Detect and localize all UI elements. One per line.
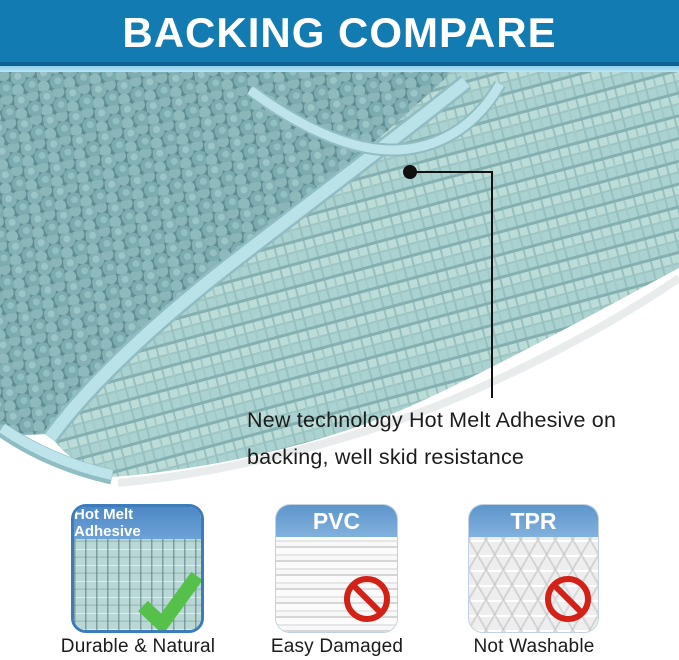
panel-header: Hot Melt Adhesive [74,506,201,540]
callout-line [410,171,493,398]
panel-tpr: TPR [468,504,599,633]
pile-texture [0,72,452,436]
tpr-texture-swatch [469,537,598,632]
banner-divider-light [0,66,679,72]
adhesive-texture-swatch [74,539,201,630]
bottom-edge-piping [0,423,114,480]
backing-texture [52,72,679,477]
annotation-line-1: New technology Hot Melt Adhesive on [247,408,617,432]
banner: BACKING COMPARE [0,0,679,62]
panel-hot-melt-adhesive: Hot Melt Adhesive [71,504,204,633]
fold-piping [45,77,470,442]
panel-header-label: PVC [312,507,361,534]
panel-header: TPR [469,505,598,537]
panel-pvc: PVC [275,504,398,633]
page-title: BACKING COMPARE [122,9,557,56]
prohibited-icon [344,576,390,622]
callout-dot [403,165,417,179]
annotation-line-2: backing, well skid resistance [247,445,525,469]
rug-photo-svg [0,72,679,487]
panel-caption: Not Washable [473,636,595,657]
panel-caption: Easy Damaged [270,636,404,657]
check-icon [138,571,201,630]
panel-header-label: TPR [510,507,557,534]
panel-header: PVC [276,505,397,537]
banner-divider-dark [0,62,679,66]
rug-shadow [117,274,679,487]
pvc-texture-swatch [276,537,397,632]
panel-header-label: Hot Melt Adhesive [74,506,141,540]
rug-photo [0,72,679,492]
prohibited-icon [545,576,591,622]
annotation-text: New technology Hot Melt Adhesive on back… [247,402,677,476]
corner-piping [247,81,504,155]
panel-caption: Durable & Natural [60,636,216,657]
